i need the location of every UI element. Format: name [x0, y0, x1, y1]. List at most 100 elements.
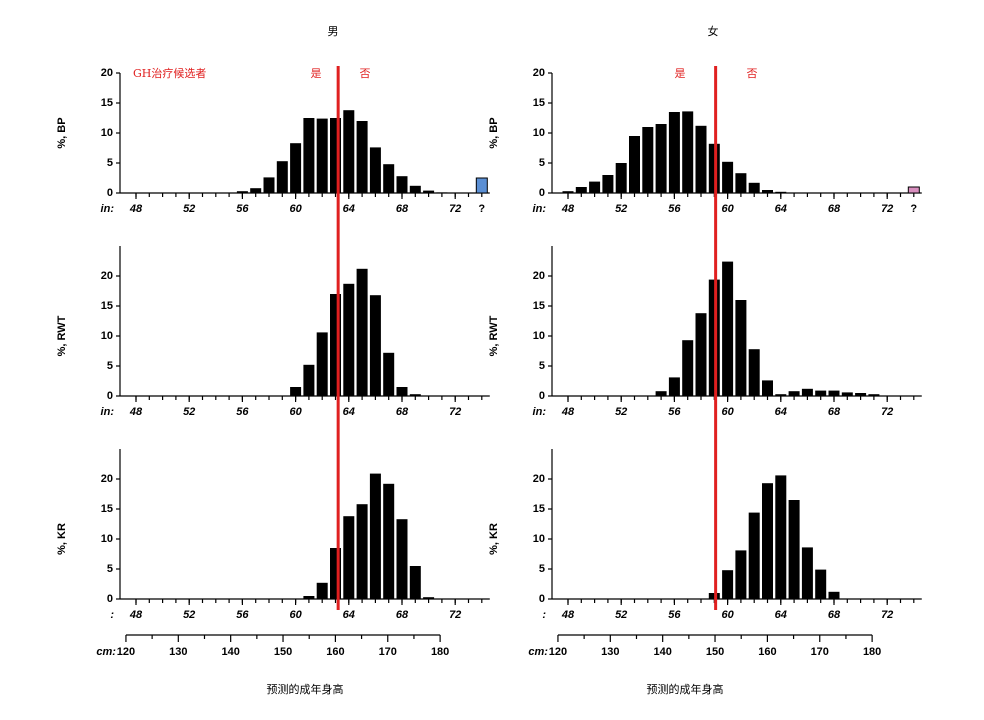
x-tick-label: 56	[668, 203, 681, 215]
annotation: 否	[360, 67, 371, 80]
bar	[589, 181, 601, 193]
y-tick-label: 10	[533, 127, 545, 139]
bar	[562, 191, 574, 193]
bar	[735, 550, 747, 599]
bar	[369, 473, 381, 599]
x-tick-label: 52	[183, 609, 195, 621]
bar	[748, 512, 760, 599]
y-tick-label: 20	[533, 67, 545, 79]
y-tick-label: 5	[539, 157, 545, 169]
bar	[775, 191, 787, 193]
bar	[303, 118, 315, 193]
y-tick-label: 5	[107, 360, 113, 372]
x-tick-label: 68	[396, 609, 409, 621]
y-tick-label: 5	[107, 563, 113, 575]
annotation: 否	[747, 67, 758, 80]
x-tick-label: 64	[775, 203, 787, 215]
y-tick-label: 15	[101, 97, 113, 109]
cm-tick-label: 180	[431, 646, 449, 658]
bar	[695, 125, 707, 193]
x-tick-label: 64	[343, 609, 355, 621]
x-tick-label: 56	[236, 203, 249, 215]
bar	[815, 569, 827, 599]
x-tick-label: 68	[828, 203, 841, 215]
bar	[396, 519, 408, 599]
x-tick-label: 52	[183, 203, 195, 215]
x-tick-label: 60	[721, 609, 734, 621]
unknown-bar	[907, 186, 920, 194]
bar	[316, 582, 328, 599]
y-axis-label: %, BP	[488, 117, 500, 148]
cm-tick-label: 170	[379, 646, 397, 658]
bar	[722, 570, 734, 599]
bar	[655, 391, 667, 396]
bar	[316, 332, 328, 396]
cm-tick-label: 160	[758, 646, 776, 658]
bar	[396, 387, 408, 396]
y-tick-label: 5	[539, 360, 545, 372]
y-tick-label: 20	[533, 473, 545, 485]
unit-label: :	[110, 609, 114, 621]
cm-unit-label: cm:	[528, 646, 548, 658]
bar	[356, 504, 368, 599]
annotation: GH治疗候选者	[133, 66, 206, 80]
bar	[735, 173, 747, 193]
x-tick-label: 68	[828, 406, 841, 418]
x-tick-label: 60	[289, 203, 302, 215]
x-tick-label: 56	[668, 609, 681, 621]
bar	[668, 112, 680, 193]
cm-tick-label: 120	[117, 646, 135, 658]
x-tick-label: 52	[615, 203, 627, 215]
bar	[868, 394, 880, 396]
bar	[642, 127, 654, 193]
x-tick-label: 60	[721, 203, 734, 215]
y-axis-label: %, RWT	[56, 315, 68, 356]
bar	[356, 121, 368, 193]
y-tick-label: 20	[533, 270, 545, 282]
bar	[290, 387, 302, 396]
bar	[815, 390, 827, 396]
x-tick-label: 56	[236, 609, 249, 621]
y-tick-label: 10	[533, 330, 545, 342]
y-tick-label: 15	[101, 503, 113, 515]
bar	[383, 164, 395, 193]
y-axis-label: %, KR	[56, 523, 68, 555]
bar	[855, 393, 867, 396]
unit-label: in:	[533, 203, 547, 215]
bar	[775, 394, 787, 396]
x-tick-label: 48	[561, 609, 575, 621]
y-axis-label: %, KR	[488, 523, 500, 555]
panel-title: 男	[328, 25, 339, 38]
bar	[801, 388, 813, 396]
x-tick-label: 72	[449, 203, 461, 215]
y-tick-label: 10	[101, 533, 113, 545]
y-tick-label: 0	[539, 390, 545, 402]
bar	[383, 483, 395, 599]
x-tick-label: 72	[449, 406, 461, 418]
bar	[801, 547, 813, 599]
x-tick-label: 72	[881, 406, 893, 418]
bar	[615, 163, 627, 193]
bar	[722, 161, 734, 193]
y-tick-label: 0	[107, 390, 113, 402]
bar	[276, 161, 288, 193]
x-tick-label: 48	[561, 203, 575, 215]
y-tick-label: 20	[101, 270, 113, 282]
bar	[748, 349, 760, 396]
bar	[575, 187, 587, 193]
bar	[330, 294, 341, 396]
x-tick-label: 64	[775, 609, 787, 621]
y-tick-label: 15	[533, 300, 545, 312]
bar	[841, 392, 853, 396]
bar	[343, 516, 355, 599]
x-tick-label: 48	[129, 609, 143, 621]
bar	[735, 300, 747, 396]
bar	[423, 597, 435, 599]
cm-tick-label: 150	[706, 646, 724, 658]
bar	[775, 475, 787, 599]
bar	[396, 176, 408, 193]
x-tick-label: 72	[449, 609, 461, 621]
x-tick-label: 52	[615, 406, 627, 418]
unit-label: in:	[101, 203, 115, 215]
